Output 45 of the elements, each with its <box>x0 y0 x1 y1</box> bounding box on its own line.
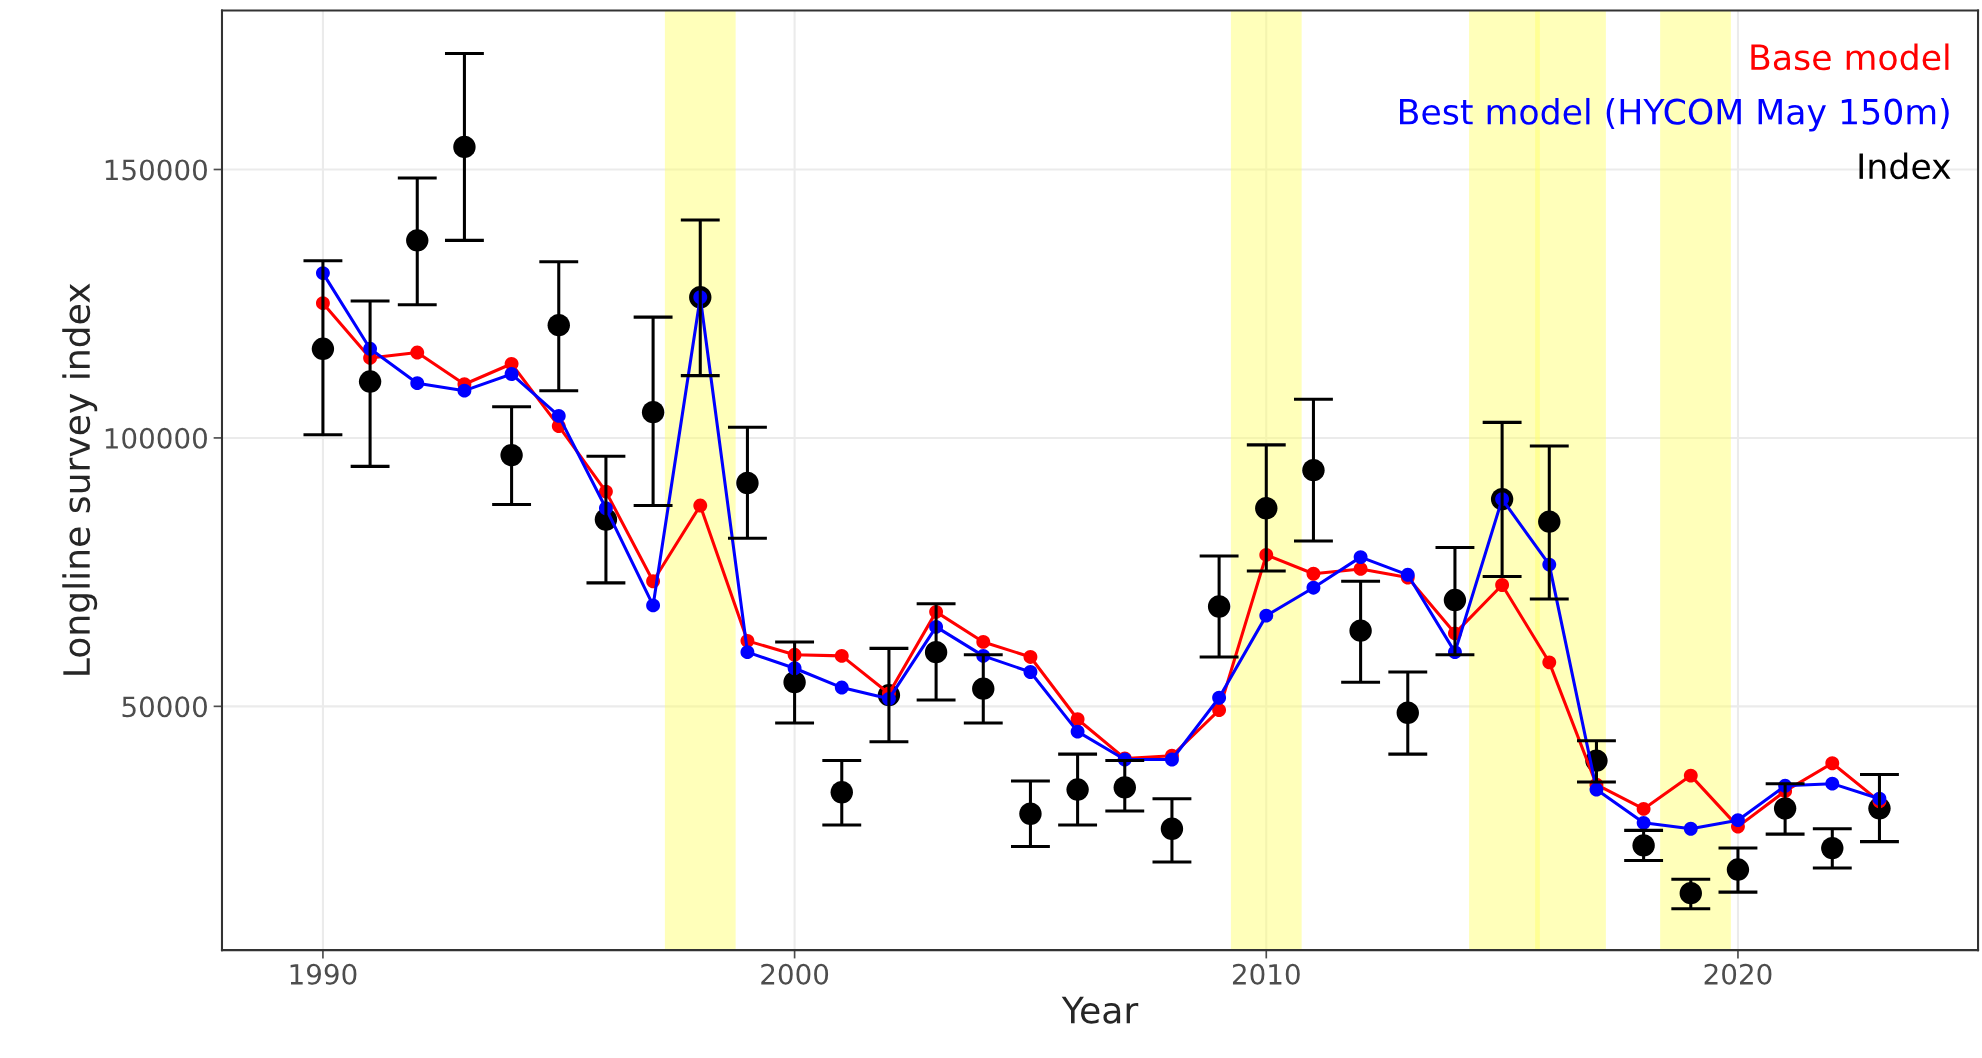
point <box>1495 578 1510 592</box>
point <box>1636 801 1651 816</box>
text: Best model (HYCOM May 150m) <box>1400 97 1949 132</box>
point <box>1542 655 1557 670</box>
point <box>834 648 849 663</box>
point <box>1306 566 1321 581</box>
point <box>693 498 708 513</box>
x-tick-label: 2020 <box>1704 963 1772 985</box>
point <box>646 598 661 613</box>
point <box>1731 813 1745 828</box>
y-axis-title: Longline survey index <box>62 283 98 675</box>
text: Index <box>1859 152 1951 180</box>
point <box>457 383 472 398</box>
point <box>1636 815 1651 830</box>
y-tick-label: 150000 <box>105 159 207 181</box>
point <box>1070 712 1085 727</box>
point <box>504 367 519 381</box>
text: Base model <box>1751 43 1949 71</box>
point <box>1165 752 1179 767</box>
point <box>834 680 849 695</box>
point <box>1825 776 1840 791</box>
point <box>1683 768 1698 783</box>
point <box>1212 690 1227 705</box>
x-tick-label: 2000 <box>761 963 829 985</box>
point <box>976 634 991 649</box>
x-tick-label: 1990 <box>290 963 357 985</box>
point <box>1070 724 1085 739</box>
point <box>1589 782 1604 797</box>
x-axis-title: Year <box>1061 996 1139 1024</box>
point <box>1259 608 1274 623</box>
point <box>1353 550 1368 565</box>
point <box>1212 703 1227 718</box>
point <box>1683 821 1698 836</box>
point <box>740 645 755 660</box>
x-tick-label: 2010 <box>1232 963 1300 985</box>
y-tick-label: 50000 <box>122 696 207 718</box>
point <box>1023 665 1038 679</box>
point <box>1306 580 1321 595</box>
point <box>410 376 425 391</box>
y-tick-label: 100000 <box>105 427 207 449</box>
point <box>410 345 425 360</box>
point <box>1023 650 1038 664</box>
point <box>1825 756 1840 771</box>
point <box>551 408 566 423</box>
point <box>1353 561 1368 576</box>
